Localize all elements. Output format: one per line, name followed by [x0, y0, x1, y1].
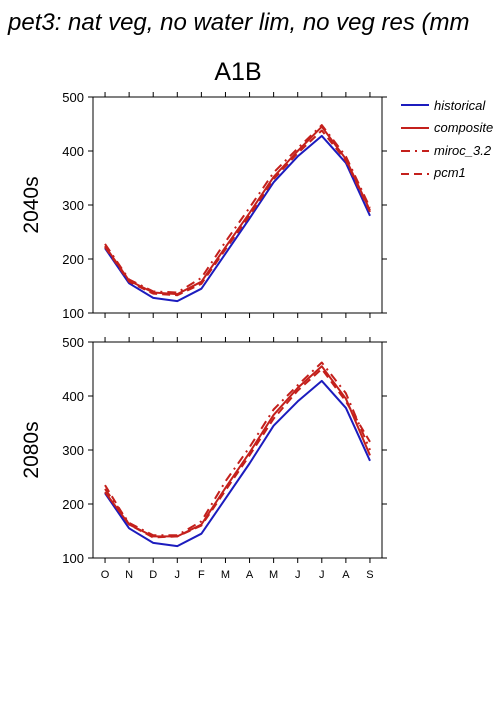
legend-entry-pcm1: pcm1 [401, 165, 466, 180]
figure-title: pet3: nat veg, no water lim, no veg res … [7, 9, 470, 36]
y-tick-label: 100 [62, 551, 84, 566]
legend-entry-historical: historical [401, 98, 486, 113]
legend-label-composite: composite [434, 120, 493, 135]
x-tick-label: M [221, 569, 230, 581]
series-line-pcm1 [104, 129, 371, 297]
panel-2080s: 100 200 300 400 500 O N D J F M A M J J A S 2080s [20, 335, 387, 581]
x-tick-label: J [295, 569, 301, 581]
x-tick-label: F [198, 569, 205, 581]
series-line-pcm1 [104, 368, 371, 539]
plot-frame [92, 96, 383, 314]
x-tick-label: S [366, 569, 373, 581]
series-line-miroc-3-2 [104, 361, 371, 537]
y-tick-label: 500 [62, 335, 84, 350]
series-line-historical [104, 134, 371, 303]
row-label: 2040s [20, 176, 43, 233]
y-tick-label: 400 [62, 144, 84, 159]
legend-label-miroc: miroc_3.2 [434, 143, 492, 158]
x-tick-label: J [175, 569, 181, 581]
y-tick-label: 500 [62, 90, 84, 105]
row-label: 2080s [20, 421, 43, 478]
legend-entry-miroc: miroc_3.2 [401, 143, 492, 158]
y-tick-label: 200 [62, 497, 84, 512]
series-line-miroc-3-2 [104, 124, 371, 294]
y-tick-label: 100 [62, 306, 84, 321]
legend: historical composite miroc_3.2 pcm1 [401, 98, 493, 180]
x-tick-label: N [125, 569, 133, 581]
legend-label-historical: historical [434, 98, 486, 113]
series-line-composite [104, 125, 371, 296]
y-tick-label: 200 [62, 252, 84, 267]
legend-entry-composite: composite [401, 120, 493, 135]
x-tick-label: J [319, 569, 325, 581]
x-tick-label: A [246, 569, 254, 581]
y-tick-label: 300 [62, 198, 84, 213]
scenario-label: A1B [214, 58, 261, 86]
x-tick-label: O [101, 569, 110, 581]
panel-2040s: 100 200 300 400 500 2040s [20, 90, 387, 321]
x-tick-label: M [269, 569, 278, 581]
series-line-historical [104, 379, 371, 548]
y-tick-label: 400 [62, 389, 84, 404]
legend-label-pcm1: pcm1 [433, 165, 466, 180]
x-tick-label: A [342, 569, 350, 581]
y-tick-label: 300 [62, 443, 84, 458]
x-tick-label: D [149, 569, 157, 581]
